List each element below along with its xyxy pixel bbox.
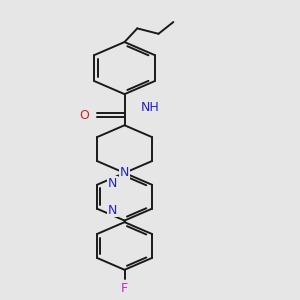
Text: N: N [108, 204, 117, 217]
Text: N: N [108, 177, 117, 190]
Text: F: F [121, 283, 128, 296]
Text: NH: NH [141, 101, 159, 114]
Text: O: O [80, 109, 89, 122]
Text: N: N [120, 167, 129, 179]
